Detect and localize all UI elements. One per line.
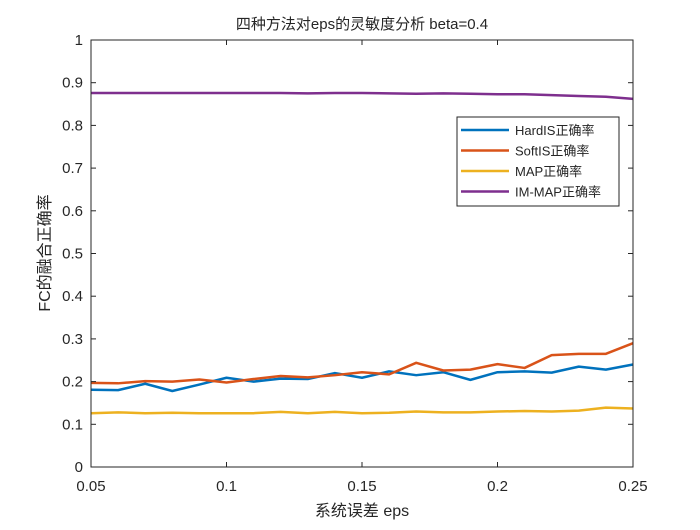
series-line: [90, 406, 634, 415]
legend-label: IM-MAP正确率: [515, 185, 601, 200]
y-tick-label: 0.6: [62, 203, 83, 220]
x-tick-label: 0.1: [216, 478, 237, 495]
x-tick-label: 0.2: [487, 478, 508, 495]
x-axis-label: 系统误差 eps: [315, 502, 409, 520]
y-tick-label: 0.7: [62, 160, 83, 177]
y-tick-label: 0.9: [62, 75, 83, 92]
y-tick-label: 0.1: [62, 416, 83, 433]
y-tick-label: 0.8: [62, 117, 83, 134]
series-line: [91, 91, 634, 101]
y-tick-label: 0.2: [62, 374, 83, 391]
y-axis-label: FC的融合正确率: [36, 194, 54, 311]
plot-area: [91, 40, 633, 467]
y-tick-label: 0: [75, 459, 83, 476]
y-tick-label: 0.5: [62, 246, 83, 263]
y-tick-label: 0.4: [62, 288, 83, 305]
series-line: [90, 363, 634, 393]
legend-label: HardIS正确率: [515, 123, 594, 138]
x-tick-label: 0.15: [347, 478, 376, 495]
chart-title: 四种方法对eps的灵敏度分析 beta=0.4: [236, 16, 488, 33]
legend-label: SoftIS正确率: [515, 144, 589, 159]
y-tick-label: 1: [75, 32, 83, 49]
legend-label: MAP正确率: [515, 164, 582, 179]
legend: HardIS正确率 SoftIS正确率 MAP正确率 IM-MAP正确率: [456, 116, 620, 207]
y-tick-label: 0.3: [62, 331, 83, 348]
x-tick-label: 0.25: [618, 478, 647, 495]
series-line: [90, 342, 634, 385]
x-tick-label: 0.05: [76, 478, 105, 495]
